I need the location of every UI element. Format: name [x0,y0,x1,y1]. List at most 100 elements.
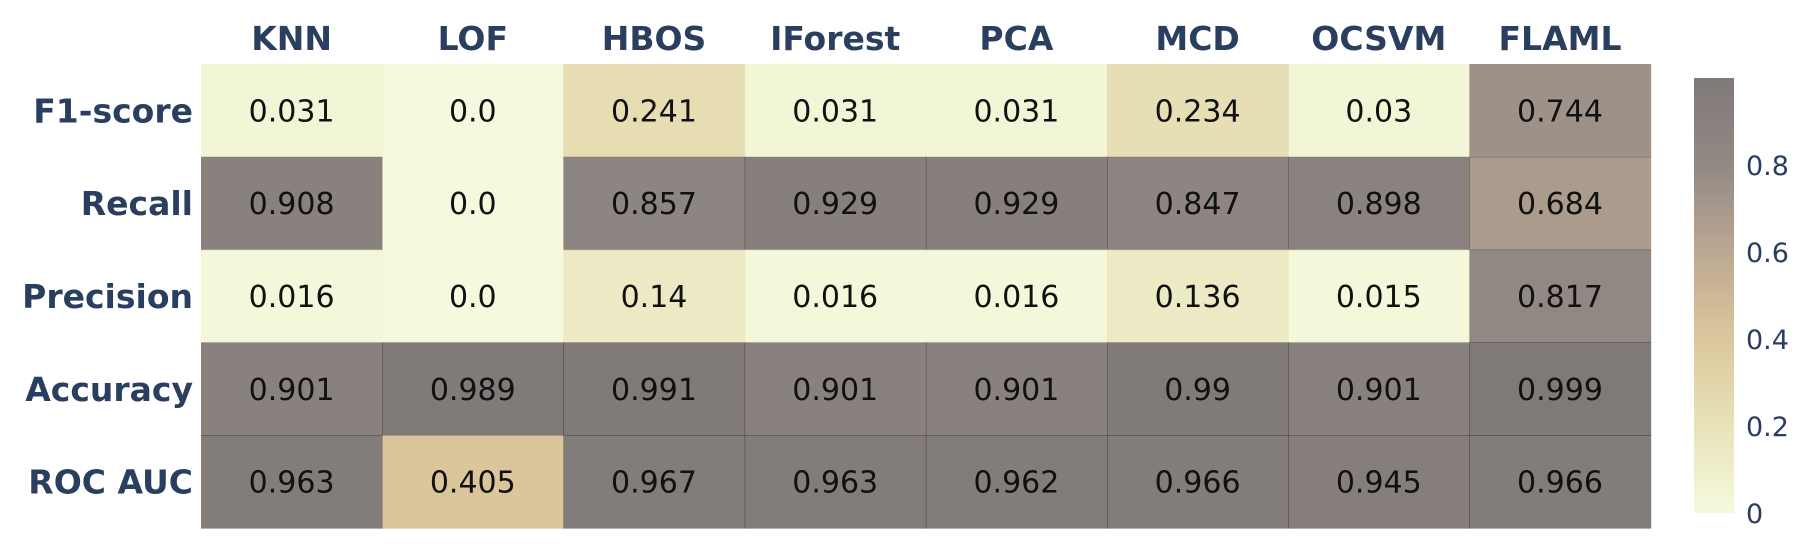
cell-value-label: 0.016 [792,280,878,315]
colorbar-tick-label: 0.6 [1746,238,1789,269]
cell-value-label: 0.0 [449,280,497,315]
cell-value-label: 0.817 [1517,280,1603,315]
heatmap-cell [382,435,564,529]
column-tick-label: OCSVM [1311,19,1446,58]
cell-value-label: 0.015 [1336,280,1422,315]
row-tick-label: Recall [81,184,193,223]
heatmap-cells [201,64,1652,529]
colorbar: 0 0.2 0.4 0.6 0.8 [1694,78,1789,530]
cell-value-label: 0.966 [1517,466,1603,501]
cell-value-label: 0.136 [1155,280,1241,315]
heatmap-cell [201,435,383,529]
cell-value-label: 0.908 [249,187,335,222]
heatmap-cell [1107,64,1289,158]
cell-value-label: 0.989 [430,373,516,408]
row-tick-label: F1-score [33,91,193,130]
cell-value-label: 0.241 [611,94,697,129]
column-axis: KNN LOF HBOS IForest PCA MCD OCSVM FLAML [251,19,1621,58]
cell-value-label: 0.03 [1345,94,1412,129]
cell-value-label: 0.967 [611,466,697,501]
cell-value-label: 0.963 [792,466,878,501]
heatmap-cell [744,156,927,251]
heatmap-cell [1107,342,1289,436]
cell-value-label: 0.0 [449,94,497,129]
cell-value-label: 0.031 [973,94,1059,129]
heatmap-cell [382,342,564,436]
colorbar-tick-label: 0.2 [1746,412,1789,443]
heatmap-cell [201,156,383,251]
cell-value-label: 0.744 [1517,94,1603,129]
cell-value-label: 0.999 [1517,373,1603,408]
cell-value-label: 0.929 [792,187,878,222]
heatmap-cell [563,435,746,529]
heatmap-cell-labels: 0.031 0.0 0.241 0.031 0.031 0.234 0.03 0.744 0.9… [249,94,1603,500]
heatmap-cell [1469,249,1652,343]
colorbar-tick-label: 0.4 [1746,325,1789,356]
heatmap-cell [925,64,1108,158]
cell-value-label: 0.962 [973,466,1059,501]
cell-value-label: 0.016 [249,280,335,315]
row-tick-label: Accuracy [25,370,193,409]
row-tick-label: Precision [22,277,193,316]
heatmap-cell [1107,249,1289,343]
cell-value-label: 0.901 [1336,373,1422,408]
column-tick-label: PCA [979,19,1053,58]
column-tick-label: IForest [770,19,900,58]
cell-value-label: 0.016 [973,280,1059,315]
heatmap-cell [744,64,927,158]
cell-value-label: 0.898 [1336,187,1422,222]
heatmap-cell [925,249,1108,343]
heatmap-cell [563,64,746,158]
heatmap-cell [1107,156,1289,251]
heatmap-cell [1469,342,1652,436]
heatmap-cell [201,249,383,343]
cell-value-label: 0.929 [973,187,1059,222]
cell-value-label: 0.405 [430,466,516,501]
heatmap-cell [1288,156,1470,251]
heatmap-cell [563,156,746,251]
column-tick-label: HBOS [602,19,707,58]
heatmap-cell [925,156,1108,251]
heatmap-cell [201,342,383,436]
cell-value-label: 0.847 [1155,187,1241,222]
cell-value-label: 0.901 [792,373,878,408]
heatmap-cell [1288,342,1470,436]
heatmap-cell [1469,435,1652,529]
column-tick-label: MCD [1155,19,1239,58]
column-tick-label: KNN [251,19,332,58]
heatmap-cell [201,64,383,158]
cell-value-label: 0.14 [621,280,688,315]
cell-value-label: 0.945 [1336,466,1422,501]
cell-value-label: 0.901 [249,373,335,408]
heatmap-cell [744,342,927,436]
cell-value-label: 0.031 [792,94,878,129]
heatmap-cell [382,156,564,251]
cell-value-label: 0.684 [1517,187,1603,222]
heatmap-cell [925,435,1108,529]
colorbar-tick-label: 0 [1746,499,1763,530]
heatmap-cell [382,64,564,158]
heatmap-cell [925,342,1108,436]
heatmap-cell [563,249,746,343]
row-axis: F1-score Recall Precision Accuracy ROC AUC [22,91,193,501]
heatmap-cell [1469,156,1652,251]
heatmap-cell [1107,435,1289,529]
column-tick-label: FLAML [1499,19,1622,58]
row-tick-label: ROC AUC [28,463,193,502]
heatmap-cell [1469,64,1652,158]
cell-value-label: 0.0 [449,187,497,222]
cell-value-label: 0.991 [611,373,697,408]
cell-value-label: 0.963 [249,466,335,501]
heatmap-cell [744,249,927,343]
heatmap-cell [1288,249,1470,343]
cell-value-label: 0.234 [1155,94,1241,129]
heatmap-cell [563,342,746,436]
colorbar-gradient [1694,78,1734,513]
heatmap-cell [1288,64,1470,158]
heatmap-cell [1288,435,1470,529]
colorbar-tick-label: 0.8 [1746,151,1789,182]
column-tick-label: LOF [438,19,508,58]
cell-value-label: 0.857 [611,187,697,222]
cell-value-label: 0.966 [1155,466,1241,501]
